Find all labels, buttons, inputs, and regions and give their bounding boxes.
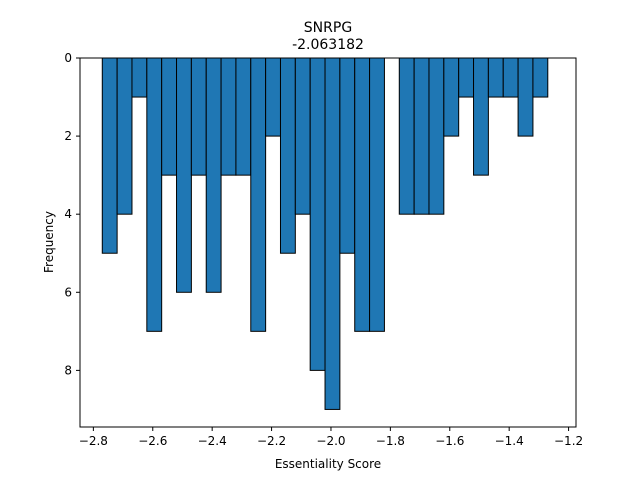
histogram-bar — [458, 57, 475, 98]
histogram-bar — [235, 57, 252, 176]
bars-group — [101, 57, 549, 410]
histogram-bar — [339, 57, 356, 254]
histogram-bar — [220, 57, 237, 176]
x-tick-label: −2.6 — [138, 434, 167, 448]
histogram-bar — [116, 57, 133, 215]
histogram-bar — [369, 57, 385, 332]
histogram-bar — [354, 57, 371, 332]
x-tick-label: −1.4 — [495, 434, 524, 448]
histogram-bar — [190, 57, 207, 176]
y-tick-label: 2 — [64, 129, 72, 143]
y-tick-label: 6 — [64, 285, 72, 299]
histogram-bar — [279, 57, 296, 254]
histogram-bar — [309, 57, 326, 371]
y-axis-label: Frequency — [42, 211, 56, 273]
histogram-bar — [250, 57, 267, 332]
histogram-bar — [473, 57, 489, 176]
histogram-bar — [532, 57, 549, 98]
histogram-bar — [265, 57, 281, 137]
histogram-bar — [487, 57, 504, 98]
histogram-bar — [176, 57, 192, 293]
x-tick-label: −2.0 — [316, 434, 345, 448]
histogram-bar — [502, 57, 519, 98]
x-tick-label: −2.4 — [198, 434, 227, 448]
histogram-bar — [324, 57, 341, 410]
histogram-bar — [517, 57, 534, 137]
histogram-bar — [413, 57, 430, 215]
x-axis-label: Essentiality Score — [275, 457, 381, 471]
y-tick-label: 0 — [64, 51, 72, 65]
x-tick-label: −1.2 — [554, 434, 583, 448]
y-tick-label: 8 — [64, 363, 72, 377]
histogram-bar — [294, 57, 311, 215]
y-tick-label: 4 — [64, 207, 72, 221]
histogram-bar — [205, 57, 222, 293]
x-tick-label: −1.6 — [435, 434, 464, 448]
histogram-bar — [101, 57, 118, 254]
histogram-bar — [131, 57, 148, 98]
histogram-bar — [146, 57, 163, 332]
y-axis-ticks: 0 2 4 6 8 — [64, 51, 80, 377]
histogram-bar — [428, 57, 445, 215]
histogram-bar — [443, 57, 460, 137]
chart-subtitle: -2.063182 — [292, 37, 364, 53]
histogram-bar — [161, 57, 178, 176]
plot-frame — [79, 57, 577, 428]
x-tick-label: −2.2 — [257, 434, 286, 448]
x-tick-label: −1.8 — [376, 434, 405, 448]
histogram-bar — [398, 57, 415, 215]
chart-title: SNRPG — [304, 20, 352, 36]
x-axis-ticks: −2.8 −2.6 −2.4 −2.2 −2.0 −1.8 −1.6 −1.4 −1.2 — [79, 427, 583, 448]
x-tick-label: −2.8 — [79, 434, 108, 448]
